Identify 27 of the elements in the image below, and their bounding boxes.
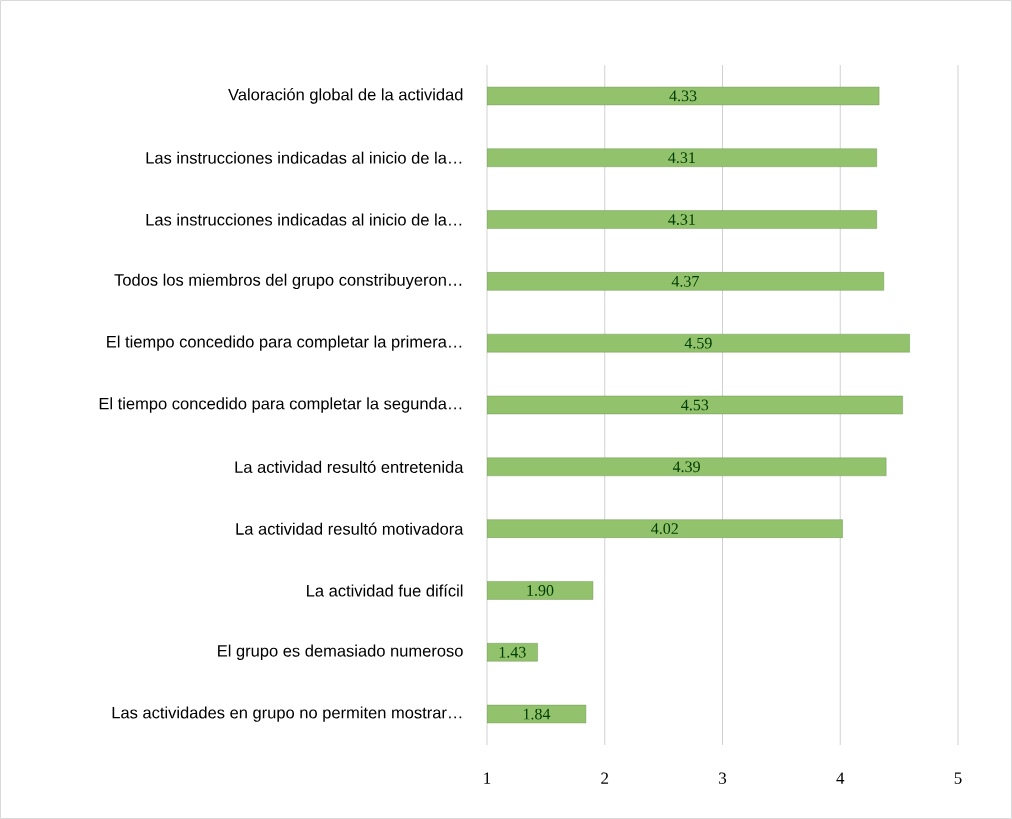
y-tick-label: Las instrucciones indicadas al inicio de la…	[146, 151, 462, 164]
data-label: 4.33	[669, 90, 697, 102]
x-tick-label: 2	[601, 772, 609, 784]
data-label: 4.59	[684, 337, 712, 349]
data-label: 4.53	[681, 399, 709, 411]
y-tick-label: Las actividades en grupo no permiten mostrar…	[112, 706, 462, 722]
y-tick-label: La actividad resultó motivadora	[236, 522, 464, 535]
y-tick-label: La actividad fue difícil	[307, 584, 463, 597]
y-tick-label: La actividad resultó entretenida	[235, 460, 464, 473]
y-tick-label: El grupo es demasiado numeroso	[218, 644, 463, 660]
data-label: 1.43	[499, 646, 526, 658]
y-tick-label: El tiempo concedido para completar la segunda…	[99, 397, 462, 413]
data-label: 4.39	[672, 461, 700, 473]
x-tick-label: 4	[836, 772, 845, 784]
data-label: 4.31	[668, 152, 695, 164]
data-label: 4.02	[651, 523, 678, 535]
y-tick-label: Las instrucciones indicadas al inicio de la…	[146, 213, 462, 226]
x-tick-label: 1	[484, 772, 491, 784]
data-label: 1.90	[527, 585, 554, 596]
y-tick-label: El tiempo concedido para completar la primera…	[107, 335, 462, 351]
x-tick-label: 5	[954, 772, 962, 784]
data-label: 4.31	[668, 214, 695, 225]
data-label: 4.37	[671, 275, 699, 287]
y-tick-label: Todos los miembros del grupo constribuyeron…	[114, 273, 462, 290]
y-tick-label: Valoración global de la actividad	[228, 88, 463, 104]
data-label: 1.84	[523, 708, 551, 720]
x-tick-label: 3	[719, 772, 727, 784]
